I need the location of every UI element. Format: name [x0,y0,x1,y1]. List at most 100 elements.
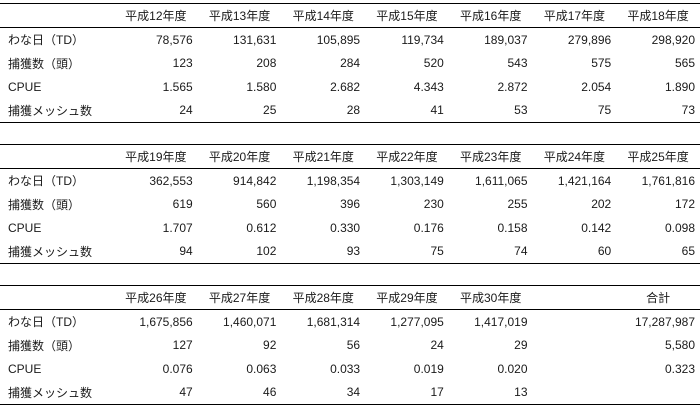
table-row: わな日（TD） 1,675,856 1,460,071 1,681,314 1,277,… [0,310,700,334]
row-label: 捕獲数（頭） [8,56,81,71]
data-cell: 1,681,314 [306,314,361,329]
year-column-header [532,285,617,310]
fiscal-year-table-section-2: 平成19年度 平成20年度 平成21年度 平成22年度 平成23年度 平成24年度 平成25… [0,144,700,264]
data-cell: 0.323 [664,361,695,376]
year-column-header: 平成23年度 [448,144,533,169]
data-cell: 1.580 [246,79,277,94]
data-cell: 1,303,149 [390,173,444,188]
data-cell: 94 [179,244,193,259]
table-row: 捕獲メッシュ数 47 46 34 17 13 [0,381,700,405]
data-cell: 92 [263,338,277,353]
row-label: 捕獲メッシュ数 [8,244,93,259]
year-column-header: 平成22年度 [365,144,449,169]
fiscal-year-table-section-1: 平成12年度 平成13年度 平成14年度 平成15年度 平成16年度 平成17年度 平成18… [0,3,700,123]
header-row: 平成19年度 平成20年度 平成21年度 平成22年度 平成23年度 平成24年度 平成25… [0,144,700,169]
data-cell: 0.033 [330,361,361,376]
data-cell: 0.142 [581,220,612,235]
year-column-header: 平成19年度 [114,144,198,169]
data-cell: 0.063 [246,361,277,376]
data-cell: 47 [179,385,193,400]
data-cell: 172 [674,197,695,212]
year-column-header: 平成20年度 [197,144,282,169]
year-column-header: 平成21年度 [281,144,366,169]
data-cell [533,310,617,334]
corner-cell [0,144,114,169]
data-cell: 41 [430,103,444,118]
table-row: わな日（TD） 362,553 914,842 1,198,354 1,303,149 1… [0,169,700,193]
total-column-header: 合計 [616,285,700,310]
data-cell: 28 [346,103,361,118]
data-cell: 189,037 [484,32,528,47]
header-row: 平成12年度 平成13年度 平成14年度 平成15年度 平成16年度 平成17年度 平成18… [0,3,700,28]
year-column-header: 平成26年度 [114,285,198,310]
data-cell: 0.020 [497,361,528,376]
data-cell: 1,277,095 [390,314,444,329]
data-cell: 565 [674,56,695,71]
data-cell: 123 [172,56,193,71]
data-cell: 1,417,019 [474,314,528,329]
corner-cell [0,285,114,310]
table-row: 捕獲数（頭） 123 208 284 520 543 575 565 [0,52,700,76]
data-cell: 105,895 [316,32,361,47]
row-label: 捕獲数（頭） [8,338,81,353]
data-cell: 1,460,071 [223,314,277,329]
data-cell: 0.176 [413,220,444,235]
row-label: わな日（TD） [8,174,84,189]
data-cell: 127 [172,338,193,353]
data-cell: 914,842 [233,173,277,188]
data-cell [533,357,617,381]
data-cell: 131,631 [233,32,277,47]
row-label: CPUE [8,220,42,235]
data-cell: 396 [340,197,361,212]
row-label: 捕獲メッシュ数 [8,385,93,400]
year-column-header: 平成30年度 [448,285,533,310]
row-label: CPUE [8,79,42,94]
data-cell: 1.890 [664,79,695,94]
data-cell: 60 [597,244,612,259]
data-cell: 1.565 [162,79,193,94]
data-cell: 119,734 [401,32,444,47]
data-cell: 1,421,164 [557,173,612,188]
data-cell: 1.707 [162,220,193,235]
data-cell: 102 [256,244,277,259]
data-cell: 1,675,856 [139,314,193,329]
data-cell: 46 [263,385,277,400]
data-cell: 2.682 [330,79,361,94]
data-cell: 230 [423,197,444,212]
tables-container: 平成12年度 平成13年度 平成14年度 平成15年度 平成16年度 平成17年度 平成18… [0,3,700,405]
year-column-header: 平成28年度 [281,285,366,310]
data-cell: 75 [430,244,444,259]
data-cell: 56 [346,338,361,353]
year-column-header: 平成15年度 [365,3,449,28]
data-cell: 202 [591,197,612,212]
data-cell: 65 [681,244,695,259]
data-cell [533,334,617,358]
data-cell: 0.330 [330,220,361,235]
data-cell: 17,287,987 [634,314,695,329]
data-cell: 255 [507,197,528,212]
data-cell: 1,761,816 [641,173,695,188]
data-cell [616,381,700,405]
year-column-header: 平成25年度 [616,144,700,169]
data-cell: 208 [256,56,277,71]
data-cell: 34 [346,385,361,400]
data-cell: 1,198,354 [306,173,361,188]
data-cell: 284 [340,56,361,71]
data-cell: 75 [597,103,612,118]
data-cell: 560 [256,197,277,212]
year-column-header: 平成16年度 [448,3,533,28]
row-label: わな日（TD） [8,33,84,48]
data-cell: 13 [514,385,528,400]
data-cell: 93 [346,244,361,259]
row-label: わな日（TD） [8,315,84,330]
table-row: 捕獲メッシュ数 94 102 93 75 74 60 65 [0,240,700,264]
year-column-header: 平成24年度 [532,144,617,169]
data-cell: 53 [514,103,528,118]
row-label: CPUE [8,361,42,376]
data-cell: 24 [430,338,444,353]
data-cell: 5,580 [664,338,695,353]
data-cell: 0.158 [497,220,528,235]
table-row: 捕獲メッシュ数 24 25 28 41 53 75 73 [0,99,700,123]
data-cell: 25 [263,103,277,118]
